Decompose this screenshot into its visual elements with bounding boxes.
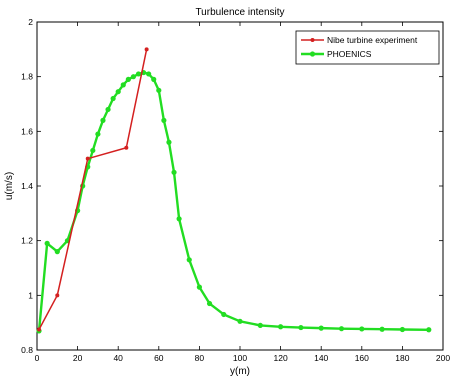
legend-marker-phoenics: [309, 51, 316, 57]
data-point-phoenics: [95, 131, 101, 137]
data-point-nibe: [55, 293, 60, 298]
legend-marker-nibe: [310, 38, 315, 42]
x-axis-ticks: 0 20 40 60 80 100 120 140 160 180 200: [35, 22, 450, 363]
data-point-phoenics: [278, 324, 284, 330]
x-tick-label: 20: [73, 353, 83, 363]
data-point-phoenics: [359, 326, 365, 332]
x-axis-label: y(m): [230, 366, 250, 376]
data-point-phoenics: [298, 324, 304, 331]
data-point-phoenics: [135, 71, 142, 77]
data-point-phoenics: [125, 76, 131, 82]
data-point-nibe: [124, 145, 129, 150]
legend-box: [295, 30, 440, 65]
data-point-phoenics: [318, 325, 324, 331]
x-tick-label: 140: [314, 353, 328, 363]
data-point-phoenics: [257, 322, 263, 328]
y-tick-label: 1.4: [21, 181, 33, 191]
data-point-nibe: [37, 327, 42, 332]
y-axis-label: u(m/s): [4, 172, 15, 200]
x-tick-label: 160: [355, 353, 369, 363]
x-tick-label: 80: [195, 353, 205, 363]
data-point-nibe: [144, 47, 149, 52]
data-point-phoenics: [115, 89, 121, 95]
y-tick-label: 1.6: [21, 126, 33, 136]
series-layer: [36, 47, 432, 334]
data-point-phoenics: [171, 169, 177, 175]
data-point-phoenics: [120, 82, 126, 88]
legend: Nibe turbine experiment PHOENICS: [295, 30, 440, 65]
x-tick-label: 180: [395, 353, 409, 363]
chart-title: Turbulence intensity: [195, 7, 284, 18]
data-point-phoenics: [399, 326, 405, 333]
y-tick-label: 1: [28, 290, 33, 300]
data-point-phoenics: [176, 216, 182, 222]
data-point-phoenics: [166, 139, 172, 145]
y-tick-label: 1.8: [21, 72, 33, 82]
y-axis-ticks: 0.8 1 1.2 1.4 1.6 1.8 2: [21, 17, 443, 355]
data-point-phoenics: [110, 95, 116, 102]
y-tick-label: 0.8: [21, 345, 33, 355]
data-point-phoenics: [105, 106, 111, 113]
data-point-phoenics: [379, 326, 385, 332]
x-tick-label: 40: [113, 353, 123, 363]
y-tick-label: 2: [28, 17, 33, 27]
data-point-phoenics: [161, 117, 167, 123]
plot-area: [36, 21, 444, 351]
data-point-phoenics: [151, 76, 157, 82]
data-point-phoenics: [221, 311, 227, 318]
y-tick-label: 1.2: [21, 236, 33, 246]
x-tick-label: 0: [35, 353, 40, 363]
data-point-nibe: [85, 156, 90, 161]
data-point-phoenics: [156, 87, 162, 93]
data-point-phoenics: [426, 327, 432, 333]
data-point-phoenics: [90, 147, 96, 154]
data-point-phoenics: [130, 74, 137, 80]
x-tick-label: 60: [154, 353, 164, 363]
data-point-phoenics: [237, 318, 243, 324]
x-tick-label: 100: [233, 353, 247, 363]
data-point-phoenics: [146, 71, 152, 77]
data-point-phoenics: [196, 284, 202, 290]
legend-label-nibe: Nibe turbine experiment: [327, 35, 418, 45]
data-point-phoenics: [100, 117, 106, 123]
data-point-phoenics: [206, 300, 213, 307]
data-point-phoenics: [338, 326, 345, 332]
x-tick-label: 120: [274, 353, 288, 363]
x-tick-label: 200: [436, 353, 450, 363]
data-point-phoenics: [186, 257, 192, 263]
data-point-phoenics: [44, 240, 50, 246]
data-point-phoenics: [54, 249, 60, 255]
legend-label-phoenics: PHOENICS: [327, 49, 372, 59]
